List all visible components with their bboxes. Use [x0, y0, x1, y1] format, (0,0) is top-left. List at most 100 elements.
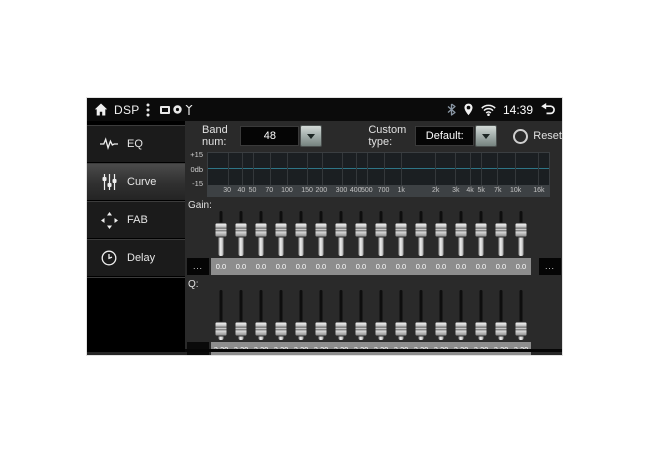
slider-handle[interactable] [474, 321, 488, 337]
menu-dots-icon[interactable] [146, 103, 150, 117]
gain-slider-11[interactable] [411, 210, 431, 257]
slider-handle[interactable] [254, 321, 268, 337]
gain-slider-4[interactable] [271, 210, 291, 257]
gain-slider-16[interactable] [511, 210, 531, 257]
slider-handle[interactable] [214, 321, 228, 337]
q-slider-6[interactable] [311, 289, 331, 341]
gain-page-left-button[interactable]: ... [187, 258, 209, 275]
slider-handle[interactable] [234, 321, 248, 337]
q-slider-5[interactable] [291, 289, 311, 341]
q-slider-14[interactable] [471, 289, 491, 341]
gain-slider-13[interactable] [451, 210, 471, 257]
freq-tick-label: 400 [349, 187, 362, 194]
q-slider-11[interactable] [411, 289, 431, 341]
band-num-spinner[interactable]: 48 [240, 125, 323, 147]
q-slider-12[interactable] [431, 289, 451, 341]
slider-handle[interactable] [314, 222, 328, 238]
slider-fill [278, 229, 284, 256]
q-slider-16[interactable] [511, 289, 531, 341]
gain-slider-14[interactable] [471, 210, 491, 257]
slider-handle[interactable] [254, 222, 268, 238]
sidebar-item-eq[interactable]: EQ [87, 125, 185, 162]
q-slider-8[interactable] [351, 289, 371, 341]
slider-handle[interactable] [334, 222, 348, 238]
slider-handle[interactable] [434, 222, 448, 238]
custom-type-spinner[interactable]: Default: [415, 125, 498, 147]
slider-handle[interactable] [274, 222, 288, 238]
slider-handle[interactable] [414, 321, 428, 337]
gain-slider-8[interactable] [351, 210, 371, 257]
gain-page-right-button[interactable]: ... [539, 258, 561, 275]
slider-handle[interactable] [214, 222, 228, 238]
slider-handle[interactable] [314, 321, 328, 337]
back-icon[interactable] [540, 103, 555, 116]
reset-radio-icon [513, 128, 529, 144]
slider-handle[interactable] [234, 222, 248, 238]
q-slider-1[interactable] [211, 289, 231, 341]
gain-slider-6[interactable] [311, 210, 331, 257]
q-slider-2[interactable] [231, 289, 251, 341]
slider-handle[interactable] [334, 321, 348, 337]
band-num-dropdown-button[interactable] [300, 125, 323, 147]
sidebar-item-fab[interactable]: FAB [87, 201, 185, 238]
gain-slider-9[interactable] [371, 210, 391, 257]
gain-slider-2[interactable] [231, 210, 251, 257]
slider-handle[interactable] [474, 222, 488, 238]
band-num-value[interactable]: 48 [240, 126, 300, 146]
gain-slider-5[interactable] [291, 210, 311, 257]
slider-handle[interactable] [394, 321, 408, 337]
slider-handle[interactable] [294, 321, 308, 337]
reset-button[interactable]: Reset [513, 128, 562, 144]
slider-fill [258, 229, 264, 256]
freq-tick-label: 2k [431, 187, 440, 194]
gain-value-3: 0.0 [255, 262, 267, 271]
slider-handle[interactable] [274, 321, 288, 337]
slider-track [519, 290, 523, 340]
q-slider-13[interactable] [451, 289, 471, 341]
slider-handle[interactable] [374, 321, 388, 337]
slider-handle[interactable] [354, 321, 368, 337]
gain-slider-7[interactable] [331, 210, 351, 257]
custom-type-value[interactable]: Default: [415, 126, 475, 146]
slider-track [379, 290, 383, 340]
sd-card-icon [159, 105, 170, 114]
home-icon[interactable] [94, 103, 108, 116]
slider-handle[interactable] [514, 321, 528, 337]
q-slider-3[interactable] [251, 289, 271, 341]
sidebar-item-curve[interactable]: Curve [87, 163, 185, 200]
slider-handle[interactable] [394, 222, 408, 238]
gain-value-7: 0.0 [335, 262, 347, 271]
sidebar-item-label: Curve [127, 176, 157, 188]
gain-value-15: 0.0 [495, 262, 507, 271]
q-slider-9[interactable] [371, 289, 391, 341]
gain-slider-15[interactable] [491, 210, 511, 257]
slider-handle[interactable] [514, 222, 528, 238]
gain-slider-1[interactable] [211, 210, 231, 257]
q-slider-10[interactable] [391, 289, 411, 341]
gain-slider-3[interactable] [251, 210, 271, 257]
q-slider-15[interactable] [491, 289, 511, 341]
freq-tick-label: 40 [237, 187, 246, 194]
sidebar-item-delay[interactable]: Delay [87, 239, 185, 276]
slider-handle[interactable] [454, 222, 468, 238]
slider-handle[interactable] [494, 321, 508, 337]
slider-handle[interactable] [374, 222, 388, 238]
slider-handle[interactable] [414, 222, 428, 238]
slider-fill [458, 229, 464, 256]
slider-fill [398, 229, 404, 256]
freq-gridline [480, 153, 482, 185]
fab-arrows-icon [100, 211, 118, 229]
slider-handle[interactable] [494, 222, 508, 238]
sidebar-item-label: FAB [127, 214, 148, 226]
slider-handle[interactable] [454, 321, 468, 337]
q-slider-4[interactable] [271, 289, 291, 341]
custom-type-dropdown-button[interactable] [475, 125, 498, 147]
q-slider-7[interactable] [331, 289, 351, 341]
slider-handle[interactable] [354, 222, 368, 238]
slider-handle[interactable] [294, 222, 308, 238]
chevron-down-icon [307, 133, 316, 139]
gain-slider-10[interactable] [391, 210, 411, 257]
location-pin-icon [463, 103, 474, 116]
slider-handle[interactable] [434, 321, 448, 337]
gain-slider-12[interactable] [431, 210, 451, 257]
